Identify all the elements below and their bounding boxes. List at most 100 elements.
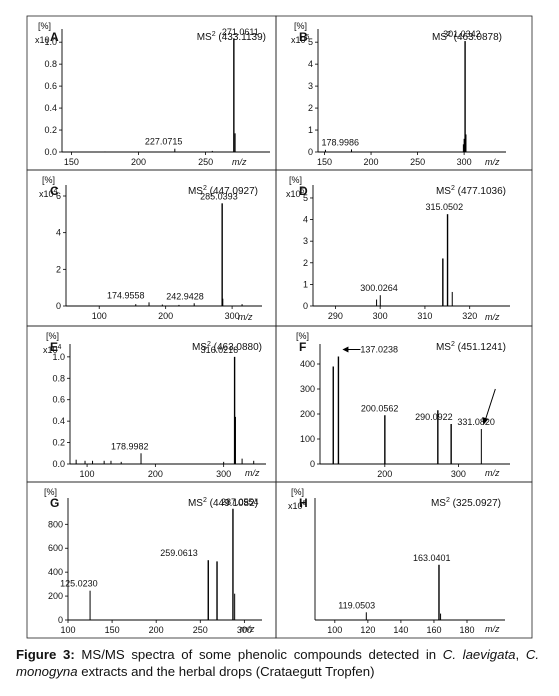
y-scale-exponent: 5	[306, 34, 310, 41]
panel-letter: B	[299, 30, 308, 44]
y-tick-label: 0	[56, 301, 61, 311]
x-axis-label: m/z	[485, 157, 500, 167]
y-scale-label: x106	[288, 500, 307, 511]
y-tick-label: 100	[300, 434, 315, 444]
y-tick-label: 0.4	[44, 103, 57, 113]
y-unit-label: [%]	[289, 175, 302, 185]
precursor-mz: (463.0878)	[451, 32, 502, 43]
y-tick-label: 0.6	[44, 81, 57, 91]
caption-species-1: C. laevigata	[442, 647, 516, 662]
y-scale-exponent: 4	[54, 188, 58, 195]
peak-label: 285.0393	[200, 191, 238, 201]
peak-label: 174.9558	[107, 290, 145, 300]
peak-label: 301.0342	[443, 29, 481, 39]
precursor-superscript: 2	[203, 497, 207, 504]
precursor-mz: (325.0927)	[450, 498, 501, 509]
x-tick-label: 200	[149, 625, 164, 635]
y-tick-label: 400	[48, 567, 63, 577]
panel-letter: A	[50, 30, 59, 44]
y-unit-label: [%]	[42, 175, 55, 185]
y-tick-label: 5	[308, 37, 313, 47]
x-tick-label: 250	[193, 625, 208, 635]
y-tick-label: 1	[303, 279, 308, 289]
peak-label: 287.0554	[221, 497, 259, 507]
panel-a: A[%]x10 MS2 (433.1139)0.00.20.40.60.81.01…	[26, 15, 277, 171]
figure-caption: Figure 3: MS/MS spectra of some phenolic…	[16, 646, 539, 680]
precursor-label: MS2 (451.1241)	[436, 341, 506, 353]
peak-label: 259.0613	[160, 548, 198, 558]
x-tick-label: 200	[377, 469, 392, 479]
y-tick-label: 200	[48, 591, 63, 601]
y-tick-label: 0	[303, 301, 308, 311]
x-axis-label: m/z	[485, 312, 500, 322]
x-tick-label: 150	[317, 157, 332, 167]
y-tick-label: 4	[56, 228, 61, 238]
x-tick-label: 150	[105, 625, 120, 635]
precursor-label: MS2 (325.0927)	[431, 497, 501, 509]
y-tick-label: 4	[308, 59, 313, 69]
y-tick-label: 3	[308, 81, 313, 91]
x-tick-label: 310	[417, 311, 432, 321]
x-axis-label: m/z	[240, 624, 255, 634]
peak-label: 271.0611	[222, 27, 259, 37]
peak-label: 163.0401	[413, 553, 451, 563]
y-tick-label: 300	[300, 384, 315, 394]
x-axis-label: m/z	[238, 312, 253, 322]
x-tick-label: 290	[328, 311, 343, 321]
annotation-arrow	[483, 388, 496, 424]
panel-letter: H	[299, 496, 308, 510]
y-tick-label: 2	[56, 264, 61, 274]
x-tick-label: 300	[216, 469, 231, 479]
y-tick-label: 1.0	[44, 37, 57, 47]
y-tick-label: 0	[310, 459, 315, 469]
peak-label: 125.0230	[60, 579, 98, 589]
panel-e: E[%]x104 MS2 (463.0880)0.00.20.40.60.81.0…	[26, 325, 277, 483]
peak-label: 331.0820	[457, 417, 495, 427]
y-unit-label: [%]	[38, 21, 51, 31]
caption-text-2: ,	[515, 647, 526, 662]
x-axis-label: m/z	[245, 468, 260, 478]
precursor-mz: (463.0880)	[211, 342, 262, 353]
x-tick-label: 160	[426, 625, 441, 635]
peak-label: 316.0216	[201, 345, 239, 355]
peak-label: 315.0502	[426, 202, 464, 212]
precursor-superscript: 2	[451, 341, 455, 348]
panel-letter: G	[50, 496, 59, 510]
x-tick-label: 300	[373, 311, 388, 321]
peak-label: 300.0264	[360, 283, 398, 293]
x-tick-label: 200	[158, 311, 173, 321]
x-tick-label: 120	[360, 625, 375, 635]
x-tick-label: 100	[327, 625, 342, 635]
peak-label: 178.9982	[111, 441, 149, 451]
precursor-mz: (449.1082)	[207, 498, 258, 509]
y-tick-label: 0.8	[44, 59, 57, 69]
x-tick-label: 300	[225, 311, 240, 321]
panel-letter: E	[50, 340, 58, 354]
y-scale-label: x105	[286, 188, 305, 199]
y-tick-label: 0.2	[44, 125, 57, 135]
x-tick-label: 150	[64, 157, 79, 167]
y-tick-label: 2	[308, 103, 313, 113]
y-tick-label: 600	[48, 543, 63, 553]
peak-label: 227.0715	[145, 137, 183, 147]
y-tick-label: 400	[300, 359, 315, 369]
panel-letter: C	[50, 184, 59, 198]
y-unit-label: [%]	[291, 487, 304, 497]
y-tick-label: 0.8	[52, 373, 65, 383]
y-tick-label: 1	[308, 125, 313, 135]
panel-d: D[%] x105 MS2 (477.1036) 0 1 2 3 4 5 290 300 310 320…	[275, 169, 533, 327]
y-tick-label: 5	[303, 193, 308, 203]
y-scale-label: x105	[291, 34, 310, 45]
caption-text-1: MS/MS spectra of some phenolic compounds…	[74, 647, 443, 662]
y-tick-label: 4	[303, 215, 308, 225]
x-tick-label: 180	[459, 625, 474, 635]
x-axis-label: m/z	[232, 157, 247, 167]
x-tick-label: 300	[451, 469, 466, 479]
peak-label: 200.0562	[361, 403, 399, 413]
panel-letter: F	[299, 340, 306, 354]
y-tick-label: 0	[58, 615, 63, 625]
precursor-mz: (433.1139)	[216, 32, 266, 43]
